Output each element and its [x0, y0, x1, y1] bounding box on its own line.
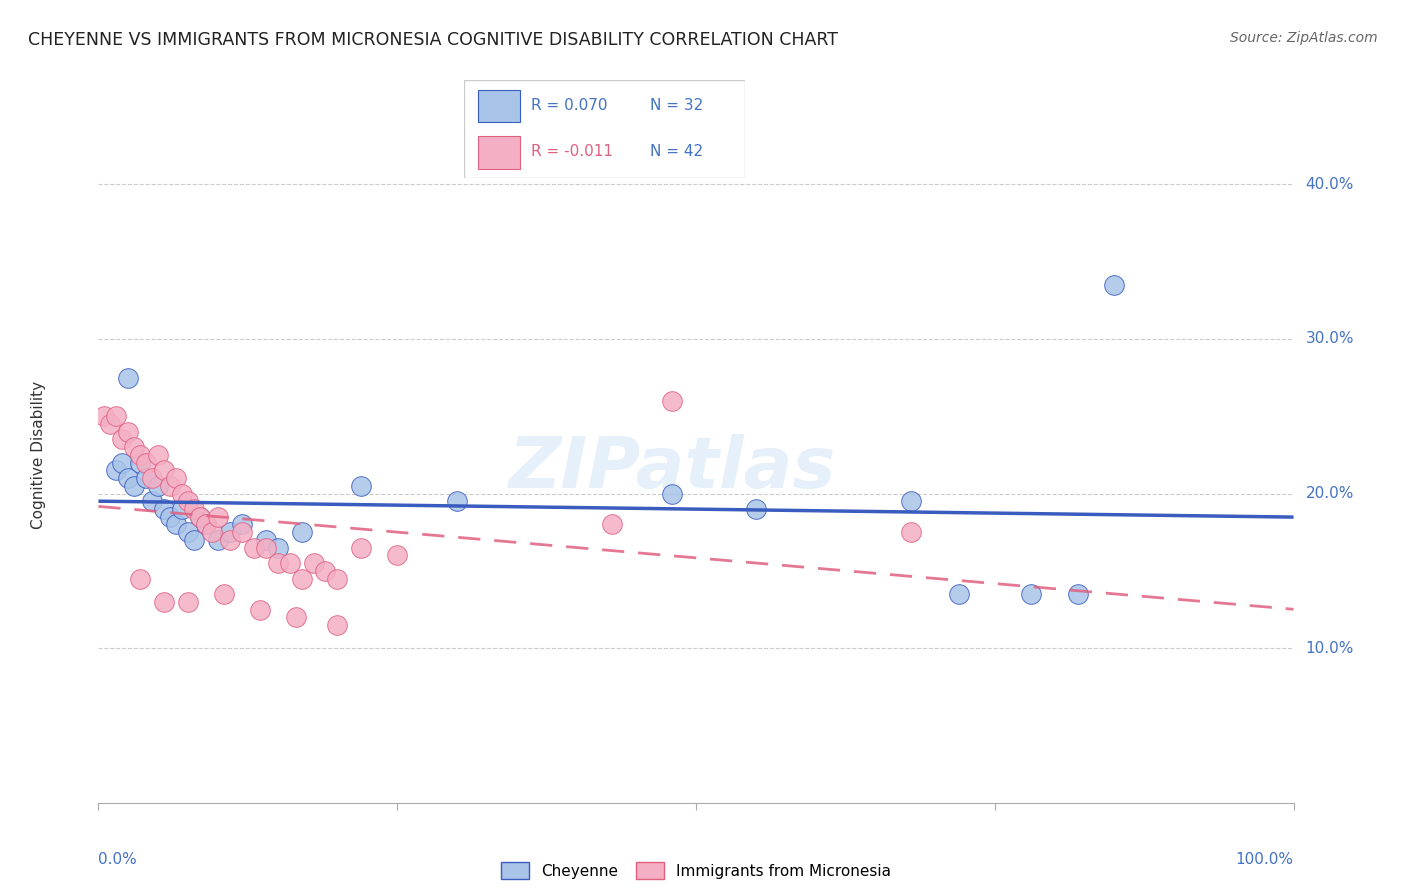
Point	[219, 525, 242, 540]
Point	[159, 479, 181, 493]
Point	[117, 471, 139, 485]
Point	[212, 587, 235, 601]
Text: 20.0%: 20.0%	[1305, 486, 1354, 501]
Point	[284, 610, 307, 624]
Point	[267, 541, 290, 555]
Point	[900, 525, 922, 540]
Point	[249, 602, 271, 616]
Point	[141, 471, 163, 485]
Bar	[478, 90, 520, 122]
Legend: Cheyenne, Immigrants from Micronesia: Cheyenne, Immigrants from Micronesia	[495, 855, 897, 886]
Point	[661, 393, 683, 408]
Point	[188, 509, 211, 524]
Point	[254, 541, 277, 555]
Point	[177, 595, 200, 609]
Point	[93, 409, 115, 424]
Text: N = 32: N = 32	[650, 98, 703, 113]
Point	[177, 525, 200, 540]
Point	[302, 556, 325, 570]
Point	[315, 564, 337, 578]
Point	[129, 448, 152, 462]
Point	[148, 479, 170, 493]
Point	[278, 556, 301, 570]
Point	[350, 479, 373, 493]
Point	[194, 517, 217, 532]
Point	[129, 572, 152, 586]
Point	[124, 479, 146, 493]
Point	[267, 556, 290, 570]
Point	[231, 517, 253, 532]
Point	[1102, 277, 1125, 292]
Point	[105, 409, 128, 424]
Point	[117, 370, 139, 384]
Point	[124, 440, 146, 454]
Point	[194, 517, 217, 532]
Point	[172, 502, 194, 516]
Point	[141, 494, 163, 508]
Point	[111, 456, 134, 470]
Text: R = 0.070: R = 0.070	[531, 98, 607, 113]
Point	[148, 448, 170, 462]
Point	[254, 533, 277, 547]
Text: R = -0.011: R = -0.011	[531, 145, 613, 160]
Point	[153, 502, 176, 516]
Text: Cognitive Disability: Cognitive Disability	[31, 381, 46, 529]
Point	[111, 433, 134, 447]
Text: 30.0%: 30.0%	[1305, 332, 1354, 346]
Point	[446, 494, 468, 508]
Text: 0.0%: 0.0%	[98, 852, 138, 866]
Point	[159, 509, 181, 524]
Point	[290, 525, 312, 540]
Point	[135, 471, 157, 485]
Point	[105, 463, 128, 477]
FancyBboxPatch shape	[464, 80, 745, 178]
Point	[326, 572, 349, 586]
Bar	[478, 136, 520, 169]
Point	[153, 595, 176, 609]
Point	[177, 494, 200, 508]
Point	[183, 502, 205, 516]
Point	[98, 417, 122, 431]
Point	[231, 525, 253, 540]
Point	[153, 463, 176, 477]
Point	[290, 572, 312, 586]
Text: 100.0%: 100.0%	[1236, 852, 1294, 866]
Point	[172, 486, 194, 500]
Point	[183, 533, 205, 547]
Point	[242, 541, 264, 555]
Point	[207, 509, 229, 524]
Text: 10.0%: 10.0%	[1305, 640, 1354, 656]
Text: ZIPatlas: ZIPatlas	[509, 434, 835, 503]
Point	[350, 541, 373, 555]
Point	[201, 525, 224, 540]
Point	[129, 456, 152, 470]
Point	[219, 533, 242, 547]
Point	[326, 618, 349, 632]
Point	[1019, 587, 1042, 601]
Text: CHEYENNE VS IMMIGRANTS FROM MICRONESIA COGNITIVE DISABILITY CORRELATION CHART: CHEYENNE VS IMMIGRANTS FROM MICRONESIA C…	[28, 31, 838, 49]
Point	[188, 509, 211, 524]
Point	[165, 517, 187, 532]
Point	[385, 549, 409, 563]
Point	[661, 486, 683, 500]
Point	[600, 517, 623, 532]
Point	[948, 587, 970, 601]
Point	[207, 533, 229, 547]
Point	[745, 502, 768, 516]
Text: Source: ZipAtlas.com: Source: ZipAtlas.com	[1230, 31, 1378, 45]
Point	[117, 425, 139, 439]
Point	[165, 471, 187, 485]
Point	[1067, 587, 1090, 601]
Text: N = 42: N = 42	[650, 145, 703, 160]
Point	[900, 494, 922, 508]
Text: 40.0%: 40.0%	[1305, 177, 1354, 192]
Point	[135, 456, 157, 470]
